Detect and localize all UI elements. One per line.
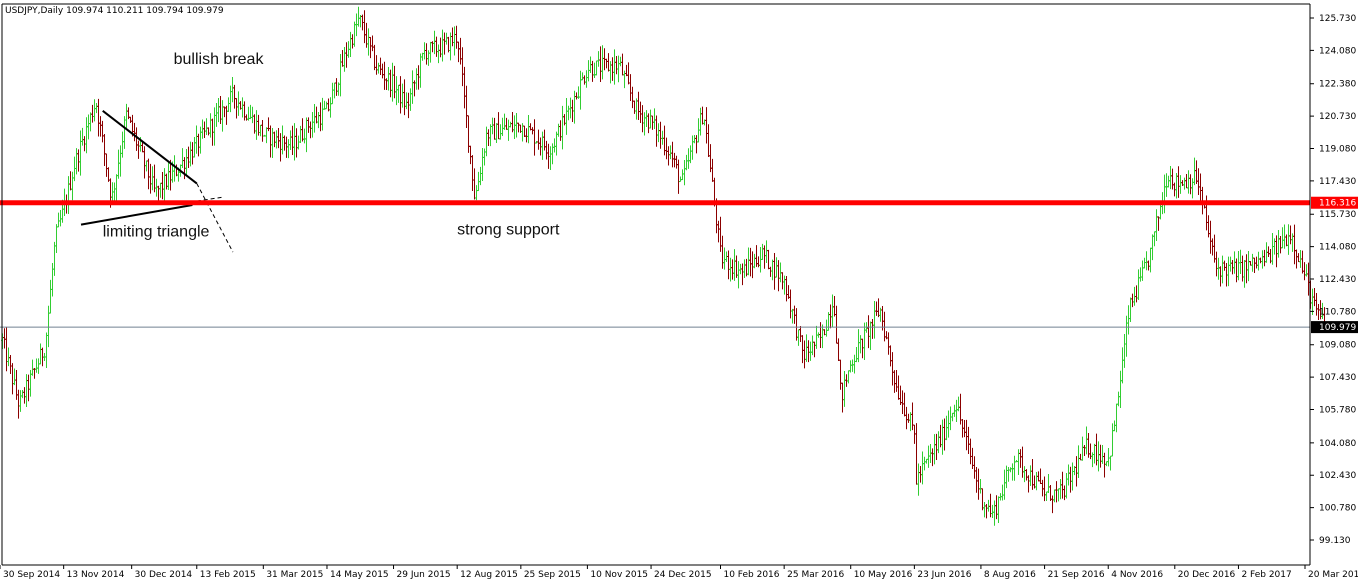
price-tick-label-0: 125.730 [1319, 14, 1356, 24]
svg-text:109.979: 109.979 [1319, 323, 1356, 333]
annotations: bullish break limiting triangle strong sup… [103, 51, 560, 241]
price-tick-label-11: 107.430 [1319, 373, 1356, 383]
price-tick-label-4: 119.080 [1319, 145, 1356, 155]
time-tick-label-19: 2 Feb 2017 [1241, 570, 1291, 580]
triangle-upper [102, 110, 198, 185]
time-tick-label-13: 10 May 2016 [854, 570, 913, 580]
support-price-label: 116.316 [1311, 196, 1358, 209]
price-tick-label-15: 100.780 [1319, 504, 1356, 514]
time-tick-label-11: 10 Feb 2016 [723, 570, 779, 580]
time-tick-label-15: 8 Aug 2016 [984, 570, 1036, 580]
time-tick-label-7: 12 Aug 2015 [460, 570, 518, 580]
triangle-lower [80, 204, 193, 226]
time-tick-label-0: 30 Sep 2014 [3, 570, 60, 580]
time-tick-label-4: 31 Mar 2015 [266, 570, 323, 580]
time-tick-label-17: 4 Nov 2016 [1111, 570, 1163, 580]
time-axis: 30 Sep 2014 13 Nov 2014 30 Dec 2014 13 Feb … [0, 564, 1358, 580]
time-tick-label-5: 14 May 2015 [330, 570, 389, 580]
time-tick-label-20: 20 Mar 2017 [1308, 570, 1358, 580]
time-tick-label-12: 25 Mar 2016 [787, 570, 844, 580]
svg-text:116.316: 116.316 [1319, 199, 1356, 209]
time-tick-label-16: 21 Sep 2016 [1048, 570, 1105, 580]
annotation-0: bullish break [174, 51, 265, 68]
time-tick-label-9: 10 Nov 2015 [590, 570, 648, 580]
price-levels [0, 200, 1310, 328]
time-tick-label-8: 25 Sep 2015 [524, 570, 581, 580]
price-tick-label-10: 109.080 [1319, 341, 1356, 351]
trendlines [80, 110, 234, 253]
annotation-1: limiting triangle [103, 224, 210, 241]
price-tick-label-7: 114.080 [1319, 243, 1356, 253]
time-tick-label-1: 13 Nov 2014 [67, 570, 125, 580]
price-axis: 125.730 124.080 122.380 120.730 119.080 117.4… [1, 3, 1358, 565]
current-price-label: 109.979 [1311, 321, 1358, 334]
triangle-upper-extension [196, 183, 234, 253]
time-tick-label-14: 23 Jun 2016 [917, 570, 971, 580]
price-tick-label-8: 112.430 [1319, 275, 1356, 285]
price-tick-label-14: 102.430 [1319, 471, 1356, 481]
price-tick-label-16: 99.130 [1319, 536, 1351, 546]
time-tick-label-18: 20 Dec 2016 [1178, 570, 1236, 580]
annotation-2: strong support [457, 222, 560, 239]
price-tick-label-2: 122.380 [1319, 80, 1356, 90]
symbol-info: USDJPY,Daily 109.974 110.211 109.794 109… [5, 6, 224, 16]
time-tick-label-10: 24 Dec 2015 [654, 570, 712, 580]
price-tick-label-6: 115.730 [1319, 210, 1356, 220]
time-tick-label-3: 13 Feb 2015 [200, 570, 256, 580]
price-tick-label-12: 105.780 [1319, 406, 1356, 416]
price-tick-label-5: 117.430 [1319, 177, 1356, 187]
time-tick-label-6: 29 Jun 2015 [397, 570, 451, 580]
triangle-lower-extension [196, 196, 223, 202]
price-tick-label-13: 104.080 [1319, 439, 1356, 449]
ohlc-bars [1, 6, 1328, 526]
price-tick-label-9: 110.780 [1319, 307, 1356, 317]
price-tick-label-3: 120.730 [1319, 112, 1356, 122]
time-tick-label-2: 30 Dec 2014 [135, 570, 193, 580]
price-tick-label-1: 124.080 [1319, 46, 1356, 56]
